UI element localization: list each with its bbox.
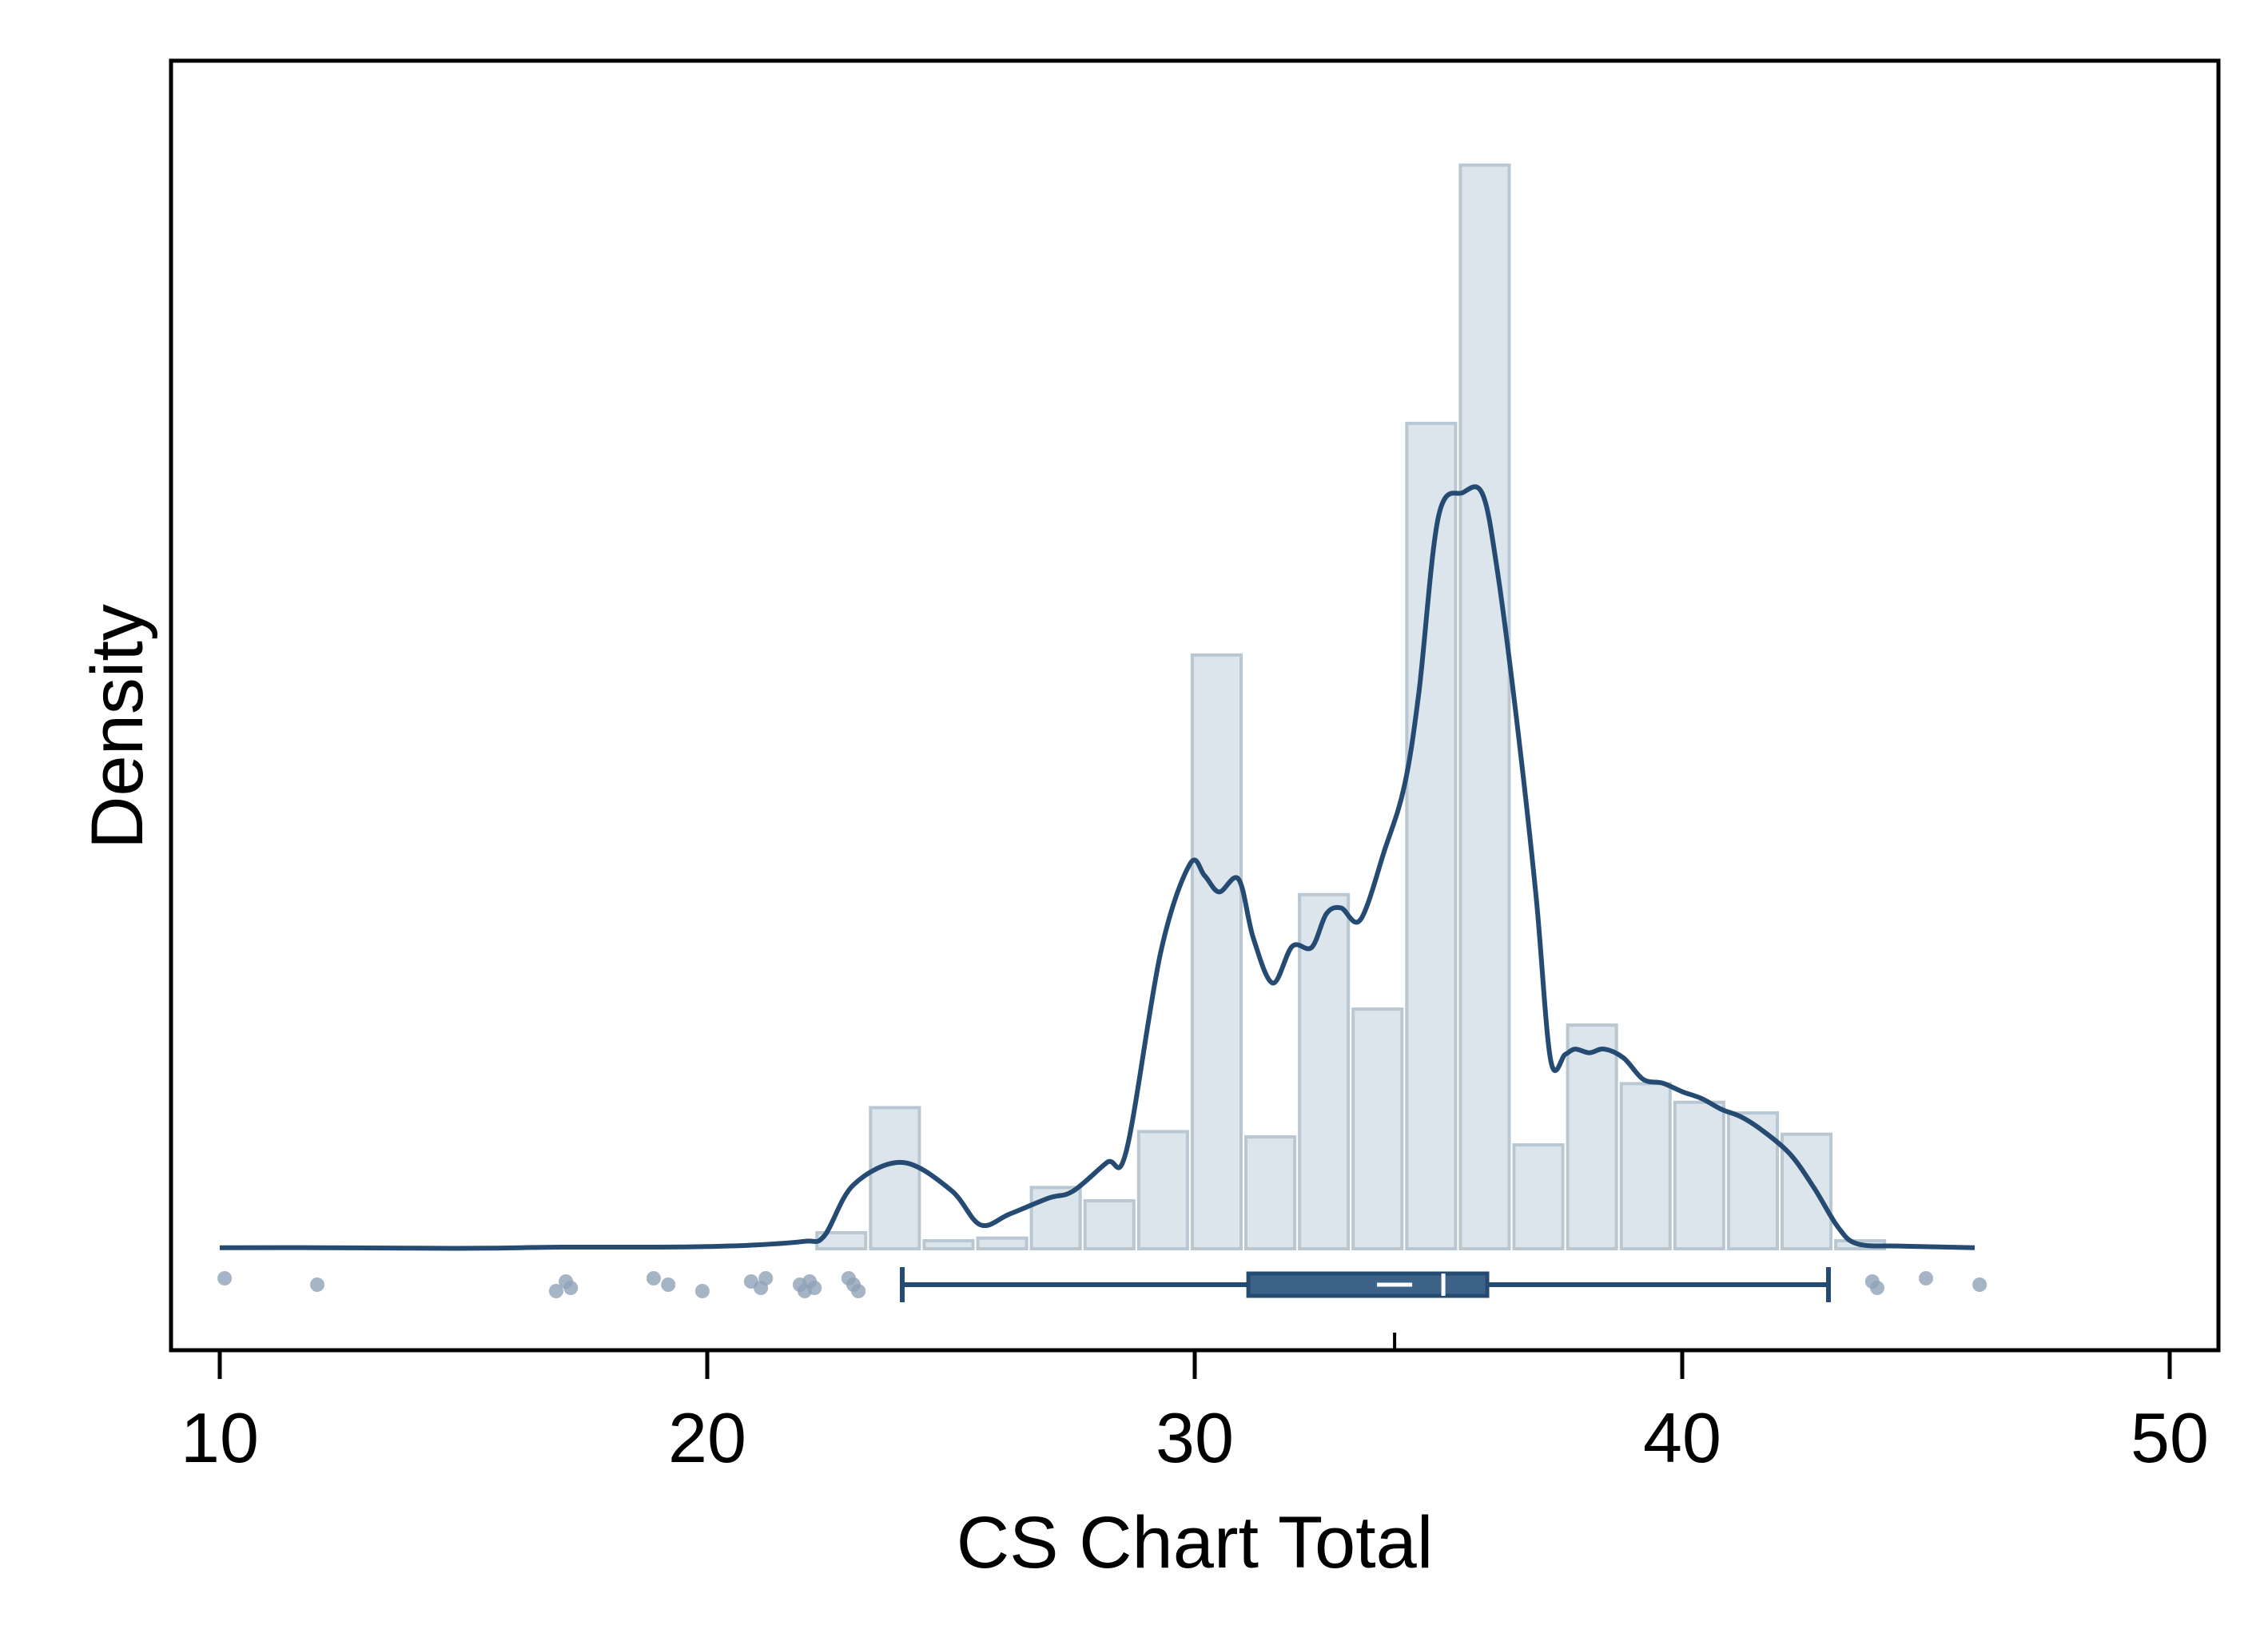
boxplot-outlier-point [646, 1271, 661, 1285]
histogram-bars [815, 163, 1887, 1251]
histogram-bar [1566, 1023, 1618, 1250]
boxplot-outlier-point [694, 1284, 710, 1298]
histogram-bar [1458, 163, 1511, 1251]
boxplot-interquartile-box [1246, 1271, 1490, 1298]
boxplot-outlier-point [1972, 1277, 1987, 1292]
x-axis-title: CS Chart Total [957, 1502, 1434, 1583]
histogram-bar [869, 1106, 921, 1250]
histogram-bar [1083, 1199, 1136, 1250]
boxplot-outlier-point [310, 1277, 324, 1292]
histogram-bar [922, 1239, 975, 1250]
boxplot-outlier-point [563, 1281, 579, 1295]
x-tick-label: 50 [2131, 1398, 2209, 1477]
x-tick-label: 30 [1156, 1398, 1234, 1477]
x-tick-label: 40 [1643, 1398, 1721, 1477]
histogram-bar [1726, 1111, 1779, 1251]
histogram-bar [1190, 653, 1243, 1250]
boxplot-outlier-point [807, 1281, 822, 1295]
y-axis-title: Density [77, 604, 158, 849]
histogram-bar [1405, 421, 1458, 1250]
boxplot-layer [217, 1267, 1987, 1302]
boxplot-outlier-point [548, 1284, 563, 1298]
histogram-bar [976, 1236, 1029, 1251]
histogram-bar [1351, 1007, 1404, 1251]
histogram-bar [1298, 892, 1351, 1250]
histogram-bar [1619, 1082, 1672, 1250]
histogram-bar [1673, 1100, 1725, 1251]
x-tick-label: 10 [181, 1398, 259, 1477]
histogram-bar [1136, 1130, 1189, 1250]
density-curve-layer [219, 484, 1976, 1251]
density-curve-line [219, 484, 1976, 1251]
boxplot-outlier-point [1919, 1271, 1933, 1285]
x-tick-label: 20 [668, 1398, 746, 1477]
boxplot-outlier-point [661, 1277, 676, 1292]
histogram-bar [1244, 1135, 1297, 1251]
boxplot-outlier-point [851, 1284, 866, 1298]
histogram-bar [1512, 1143, 1565, 1251]
boxplot-outlier-point [217, 1271, 233, 1285]
boxplot-outlier-point [1870, 1281, 1884, 1295]
boxplot-outlier-point [758, 1271, 774, 1285]
x-axis-ticks: 10 20 30 40 50 [181, 1333, 2209, 1477]
